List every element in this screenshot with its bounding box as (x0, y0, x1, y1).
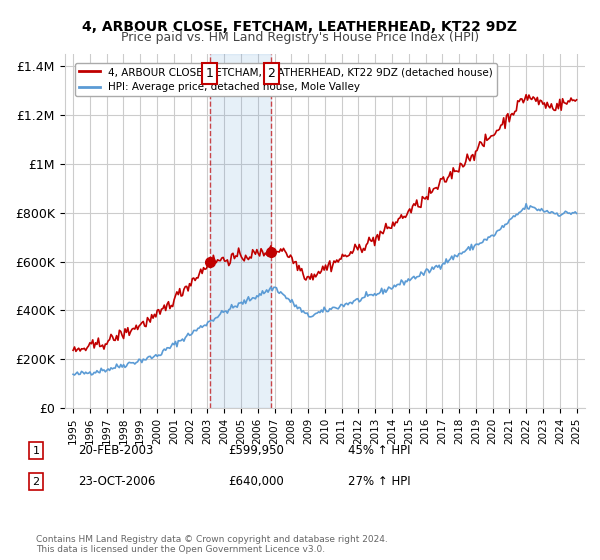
Text: 20-FEB-2003: 20-FEB-2003 (78, 444, 154, 458)
Text: Price paid vs. HM Land Registry's House Price Index (HPI): Price paid vs. HM Land Registry's House … (121, 31, 479, 44)
Text: 1: 1 (32, 446, 40, 456)
Text: 4, ARBOUR CLOSE, FETCHAM, LEATHERHEAD, KT22 9DZ: 4, ARBOUR CLOSE, FETCHAM, LEATHERHEAD, K… (83, 20, 517, 34)
Text: 2: 2 (32, 477, 40, 487)
Text: 23-OCT-2006: 23-OCT-2006 (78, 475, 155, 488)
Legend: 4, ARBOUR CLOSE, FETCHAM, LEATHERHEAD, KT22 9DZ (detached house), HPI: Average p: 4, ARBOUR CLOSE, FETCHAM, LEATHERHEAD, K… (75, 63, 497, 96)
Bar (209, 54, 271, 408)
Text: Contains HM Land Registry data © Crown copyright and database right 2024.
This d: Contains HM Land Registry data © Crown c… (36, 535, 388, 554)
Text: 27% ↑ HPI: 27% ↑ HPI (348, 475, 410, 488)
Text: 2: 2 (268, 67, 275, 80)
Text: £599,950: £599,950 (228, 444, 284, 458)
Text: 45% ↑ HPI: 45% ↑ HPI (348, 444, 410, 458)
Text: 1: 1 (206, 67, 214, 80)
Text: £640,000: £640,000 (228, 475, 284, 488)
